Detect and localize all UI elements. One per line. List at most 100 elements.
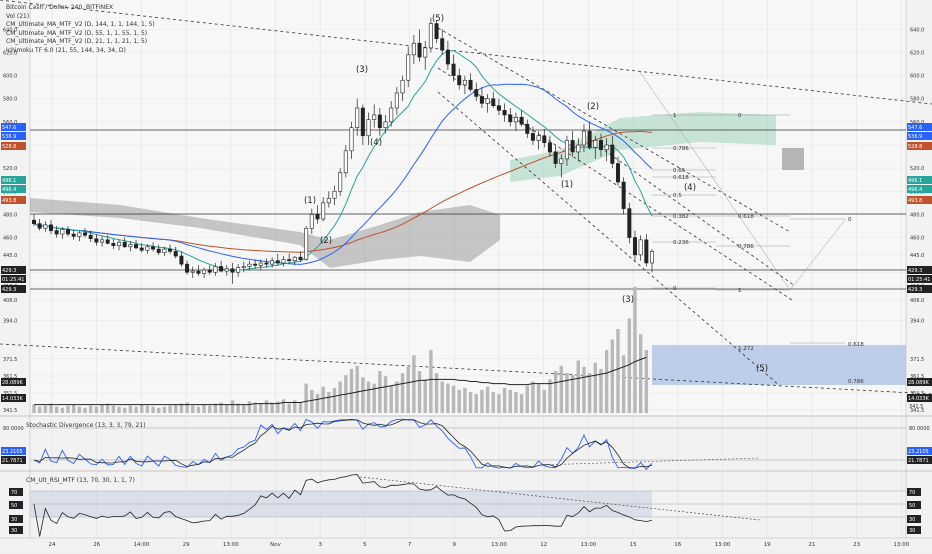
candle-body [581, 130, 586, 146]
candle-body [377, 114, 382, 128]
volume-bar [315, 394, 320, 413]
candle-body [219, 266, 224, 272]
candle-body [31, 219, 37, 224]
price-tag-left-label: 493.8 [2, 198, 16, 204]
candle-body [100, 239, 105, 243]
candle-body [366, 119, 371, 137]
volume-bar [457, 389, 461, 413]
candle-body [111, 243, 116, 246]
time-tick-label: Nov [270, 542, 281, 548]
volume-bar [604, 350, 609, 413]
volume-bar [587, 373, 592, 413]
volume-bar [582, 366, 586, 413]
candle-body [258, 262, 263, 266]
price-tick-left: 640.0 [3, 27, 17, 33]
volume-ma-line [34, 356, 647, 406]
candle-body [530, 133, 535, 141]
candle-body [168, 248, 173, 252]
elliott-wave-label: (4) [370, 138, 382, 148]
price-tick-left: 371.5 [3, 357, 17, 363]
price-tag [907, 394, 932, 402]
candle-body [134, 244, 139, 249]
price-tag [907, 176, 932, 184]
candle-body [326, 197, 331, 204]
price-tick-right: 560.0 [910, 120, 924, 126]
candle-body [196, 270, 201, 274]
legend-symbol: Bitcoin Cash / Dollar, 240, BITFINEX [6, 4, 114, 11]
volume-bar [145, 405, 150, 413]
volume-bar [123, 407, 127, 413]
time-tick-label: 7 [408, 542, 412, 548]
candle-body [394, 92, 399, 109]
candle-body [77, 232, 82, 237]
rsi-tag [907, 526, 921, 534]
volume-bar [548, 379, 552, 413]
candle-body [66, 229, 71, 235]
volume-bar [191, 405, 195, 413]
candle-body [644, 239, 649, 264]
fib-right-label: 0 [738, 113, 742, 119]
price-tag-label: 536.9 [908, 134, 922, 140]
price-tick-right: 520.0 [910, 166, 924, 172]
volume-bar [378, 371, 382, 413]
candle-body [598, 140, 603, 150]
candle-body [406, 54, 411, 81]
price-tag-label: 493.8 [908, 198, 922, 204]
candle-body [593, 140, 598, 148]
rsi-tag-left-label: 70 [11, 490, 17, 496]
price-tick-left: 341.5 [3, 408, 17, 414]
volume-bar [327, 392, 331, 413]
price-tick-left: 560.0 [3, 120, 17, 126]
candle-body [576, 144, 581, 153]
price-tag-left [1, 266, 26, 274]
stoch-tag [907, 447, 932, 455]
candle-body [491, 98, 496, 106]
volume-bar [202, 404, 206, 413]
volume-bar [349, 368, 354, 413]
fib-right-label: 1 [738, 288, 742, 294]
rsi-tag-left-label: 30 [11, 528, 17, 534]
candle-body [343, 150, 348, 174]
volume-bar [372, 383, 376, 413]
stoch-tick: 80.0000 [3, 426, 24, 432]
trend-line [0, 0, 932, 105]
volume-bar [111, 405, 116, 413]
candle-body [71, 233, 76, 237]
ma-21-line [33, 50, 653, 272]
time-tick-label: 26 [93, 542, 100, 548]
volume-bar [219, 402, 223, 413]
elliott-wave-label: (2) [320, 236, 332, 246]
volume-bar [395, 381, 399, 413]
volume-bar [463, 387, 467, 413]
volume-bar [514, 392, 518, 413]
volume-bar [559, 365, 563, 413]
candle-body [468, 79, 473, 90]
price-tick-left: 620.0 [3, 50, 17, 56]
volume-bar [440, 381, 444, 413]
ichimoku-block [782, 148, 804, 170]
candle-body [275, 260, 280, 264]
candle-body [37, 223, 42, 229]
volume-bar [151, 406, 155, 413]
time-tick-label: 29 [183, 542, 190, 548]
candle-body [309, 214, 314, 229]
volume-bar [77, 406, 82, 413]
volume-bar [168, 405, 172, 413]
volume-bar [576, 360, 580, 413]
volume-bar [480, 389, 484, 413]
price-tag-left [1, 123, 26, 131]
stoch-tag-left [1, 456, 26, 464]
time-tick-label: 15 [630, 542, 637, 548]
volume-bar [117, 406, 121, 413]
time-tick-label: 21 [808, 542, 815, 548]
rsi-divergence-line [359, 476, 761, 521]
price-tick-right: 341.5 [910, 408, 924, 414]
fib-label: 0.65 [673, 168, 686, 174]
volume-bar [338, 381, 342, 413]
candle-body [315, 214, 320, 220]
elliott-wave-label: (3) [356, 65, 368, 75]
candle-body [570, 140, 575, 153]
time-tick-label: 13:00 [715, 542, 731, 548]
